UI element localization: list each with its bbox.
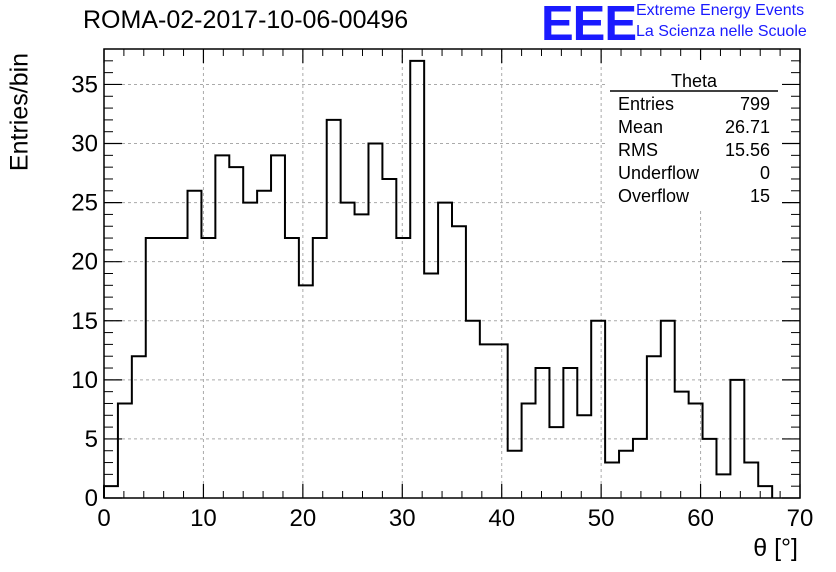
stats-row-label: Entries [618,94,674,114]
histogram-bin [132,356,146,498]
histogram-bin [577,415,591,498]
histogram-bin [174,238,188,498]
histogram-bin [494,344,508,498]
histogram-bin [633,439,647,498]
stats-row-value: 799 [740,94,770,114]
x-tick-label: 10 [190,505,217,532]
histogram-bin [382,179,396,498]
y-tick-label: 25 [71,190,98,217]
stats-box: Theta Entries 799 Mean 26.71 RMS 15.56 Underflo… [608,60,782,210]
histogram-bin [661,321,675,498]
histogram-bin [744,463,758,498]
histogram-bin [549,427,563,498]
histogram-bin [730,380,744,498]
histogram-bin [605,463,619,498]
x-tick-label: 70 [787,505,814,532]
histogram-bin [243,203,257,498]
histogram-bin [647,356,661,498]
histogram-bin [118,403,132,498]
histogram-bin [327,120,341,498]
chart-title: ROMA-02-2017-10-06-00496 [83,6,409,34]
histogram-bin [716,474,730,498]
histogram-bin [229,167,243,498]
y-tick-label: 35 [71,71,98,98]
histogram-bin [341,203,355,498]
y-tick-label: 15 [71,308,98,335]
y-tick-label: 10 [71,367,98,394]
histogram-bin [452,226,466,498]
x-tick-label: 30 [389,505,416,532]
stats-row-label: Overflow [618,186,690,206]
histogram-bin [271,155,285,498]
y-tick-label: 0 [85,485,98,512]
histogram-bin [703,439,717,498]
histogram-bin [438,203,452,498]
logo-subtitle-line1: Extreme Energy Events [636,2,805,19]
histogram-bin [591,321,605,498]
histogram-bin [104,486,118,498]
histogram-bin [188,191,202,498]
y-tick-label: 20 [71,249,98,276]
histogram-bin [257,191,271,498]
histogram-bin [160,238,174,498]
histogram-bin [146,238,160,498]
stats-box-title: Theta [671,71,718,91]
x-tick-label: 0 [97,505,110,532]
histogram-bin [480,344,494,498]
stats-row-value: 0 [760,163,770,183]
histogram-bin [522,403,536,498]
histogram-bin [675,392,689,498]
histogram-bin [466,321,480,498]
x-tick-label: 40 [488,505,515,532]
logo-subtitle-line2: La Scienza nelle Scuole [636,23,807,40]
histogram-bin [355,214,369,498]
histogram-bin [201,238,215,498]
stats-row-label: Underflow [618,163,700,183]
stats-row-label: Mean [618,117,663,137]
histogram-outline [103,59,774,498]
histogram-bin [396,238,410,498]
x-tick-label: 20 [290,505,317,532]
histogram-bars [103,59,774,499]
stats-row-value: 26.71 [725,117,770,137]
histogram-bin [299,285,313,498]
x-tick-label: 60 [687,505,714,532]
stats-box-background [608,60,782,210]
histogram-bin [563,368,577,498]
histogram-bin [619,451,633,498]
x-tick-label: 50 [588,505,615,532]
x-axis-label: θ [°] [753,534,798,562]
histogram-bin [424,274,438,499]
histogram-bin [313,238,327,498]
histogram-bin [285,238,299,498]
axis-ticks: 0 10 20 30 40 50 60 70 0 5 10 15 20 25 30 35 [71,48,814,532]
stats-row-label: RMS [618,140,658,160]
y-tick-label: 30 [71,131,98,158]
histogram-bin [368,144,382,498]
histogram-bin [536,368,550,498]
stats-row-value: 15.56 [725,140,770,160]
histogram-bin [410,61,424,498]
y-tick-label: 5 [85,426,98,453]
stats-row-value: 15 [750,186,770,206]
eee-logo: EEE [541,0,637,51]
histogram-bin [689,403,703,498]
histogram-bin [508,451,522,498]
histogram-bin [215,155,229,498]
